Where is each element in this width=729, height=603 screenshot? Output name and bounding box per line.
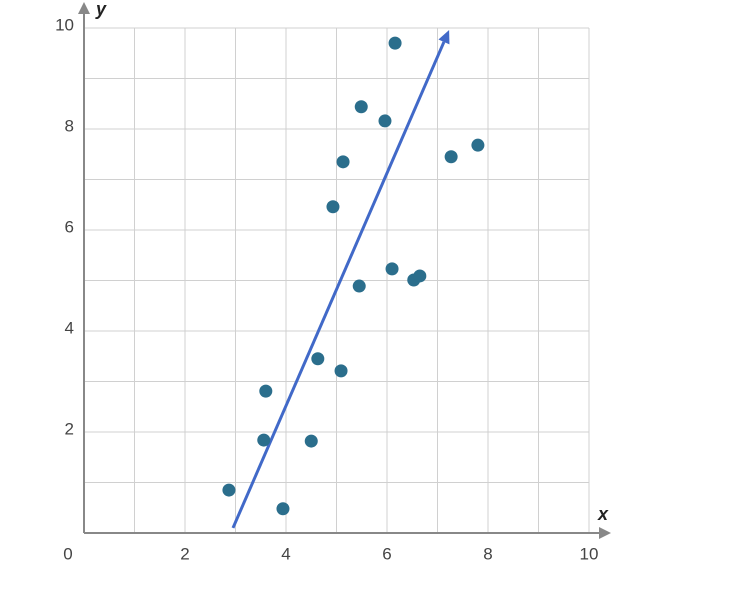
point [304, 434, 318, 448]
point [378, 114, 392, 128]
point [471, 138, 485, 152]
grid [84, 27, 590, 533]
y-tick-label: 8 [65, 116, 74, 135]
point [444, 150, 458, 164]
x-axis-arrow [599, 527, 611, 539]
point [413, 269, 427, 283]
x-tick-label: 8 [483, 544, 492, 563]
point [311, 352, 325, 366]
x-tick-label: 4 [281, 544, 290, 563]
y-axis-arrow [78, 2, 90, 14]
point [259, 384, 273, 398]
point [222, 483, 236, 497]
x-tick-label: 10 [580, 544, 599, 563]
point [336, 155, 350, 169]
trend-line [231, 41, 446, 529]
point [326, 200, 340, 214]
point [354, 100, 368, 114]
y-tick-label: 10 [55, 15, 74, 34]
x-tick-label: 6 [382, 544, 391, 563]
point [352, 279, 366, 293]
y-axis-title: y [95, 0, 107, 19]
point [257, 433, 271, 447]
trend-arrow [438, 30, 450, 45]
point [385, 262, 399, 276]
y-tick-label: 4 [65, 318, 74, 337]
x-tick-label: 0 [63, 544, 72, 563]
x-tick-label: 2 [180, 544, 189, 563]
x-axis-title: x [597, 504, 609, 524]
y-tick-label: 6 [65, 217, 74, 236]
y-tick-label: 2 [65, 419, 74, 438]
point [276, 502, 290, 516]
point [334, 364, 348, 378]
point [388, 36, 402, 50]
